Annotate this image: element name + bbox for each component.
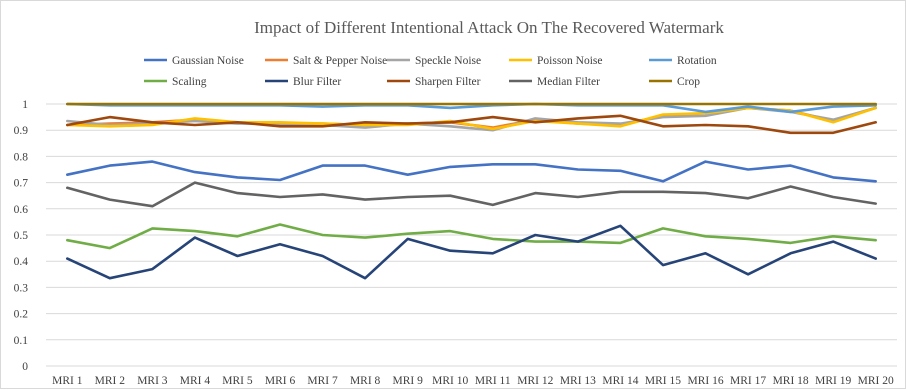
legend-item: Median Filter	[509, 76, 600, 88]
series-lines	[66, 102, 878, 280]
x-tick-label: MRI 11	[475, 375, 511, 387]
y-tick-label: 0.8	[14, 151, 29, 163]
y-tick-label: 0.7	[14, 178, 29, 190]
legend: Gaussian Noise Salt & Pepper Noise Speckle…	[144, 55, 717, 88]
series-line-sharpen-filter	[66, 114, 878, 135]
y-tick-label: 0.3	[14, 282, 29, 294]
y-tick-label: 0.9	[14, 125, 29, 137]
y-tick-label: 1	[22, 99, 28, 111]
x-tick-label: MRI 3	[137, 375, 168, 387]
x-tick-label: MRI 8	[350, 375, 381, 387]
x-axis-ticks: MRI 1 MRI 2 MRI 3 MRI 4 MRI 5 MRI 6 MRI 7 MRI 8…	[52, 375, 894, 387]
y-axis-ticks: 0 0.1 0.2 0.3 0.4 0.5 0.6 0.7 0.8 0.9 1	[14, 99, 29, 373]
legend-item: Salt & Pepper Noise	[265, 55, 387, 67]
legend-label: Poisson Noise	[537, 55, 603, 67]
series-line-gaussian-noise	[66, 160, 878, 183]
series-line-scaling	[66, 223, 878, 250]
y-tick-label: 0.5	[14, 230, 29, 242]
x-tick-label: MRI 10	[432, 375, 468, 387]
y-tick-label: 0.2	[14, 309, 29, 321]
legend-item: Speckle Noise	[387, 55, 481, 67]
x-tick-label: MRI 7	[307, 375, 338, 387]
legend-label: Scaling	[172, 76, 207, 88]
x-tick-label: MRI 20	[858, 375, 894, 387]
x-tick-label: MRI 1	[52, 375, 83, 387]
legend-item: Blur Filter	[265, 76, 341, 88]
x-tick-label: MRI 19	[815, 375, 851, 387]
legend-label: Rotation	[677, 55, 717, 67]
legend-item: Rotation	[649, 55, 717, 67]
x-tick-label: MRI 16	[687, 375, 723, 387]
legend-label: Sharpen Filter	[415, 76, 481, 88]
chart-title: Impact of Different Intentional Attack O…	[254, 18, 724, 37]
y-tick-label: 0.6	[14, 204, 29, 216]
legend-item: Crop	[649, 76, 700, 88]
legend-label: Blur Filter	[293, 76, 341, 88]
legend-item: Scaling	[144, 76, 207, 88]
legend-label: Speckle Noise	[415, 55, 481, 67]
legend-item: Sharpen Filter	[387, 76, 481, 88]
x-tick-label: MRI 13	[560, 375, 596, 387]
series-line-median-filter	[66, 181, 878, 208]
x-tick-label: MRI 5	[222, 375, 253, 387]
legend-label: Gaussian Noise	[172, 55, 244, 67]
series-line-blur-filter	[66, 224, 878, 280]
y-tick-label: 0.1	[14, 335, 29, 347]
y-tick-label: 0	[22, 361, 28, 373]
y-tick-label: 0.4	[14, 256, 29, 268]
legend-item: Poisson Noise	[509, 55, 603, 67]
x-tick-label: MRI 14	[602, 375, 638, 387]
legend-label: Salt & Pepper Noise	[293, 55, 387, 67]
x-tick-label: MRI 15	[645, 375, 681, 387]
series-line-rotation	[66, 102, 878, 114]
x-tick-label: MRI 6	[265, 375, 296, 387]
x-tick-label: MRI 12	[517, 375, 553, 387]
legend-label: Median Filter	[537, 76, 600, 88]
legend-item: Gaussian Noise	[144, 55, 244, 67]
legend-label: Crop	[677, 76, 700, 88]
x-tick-label: MRI 9	[392, 375, 423, 387]
x-tick-label: MRI 2	[95, 375, 126, 387]
gridlines	[46, 103, 897, 367]
x-tick-label: MRI 18	[773, 375, 809, 387]
x-tick-label: MRI 4	[180, 375, 211, 387]
x-tick-label: MRI 17	[730, 375, 766, 387]
